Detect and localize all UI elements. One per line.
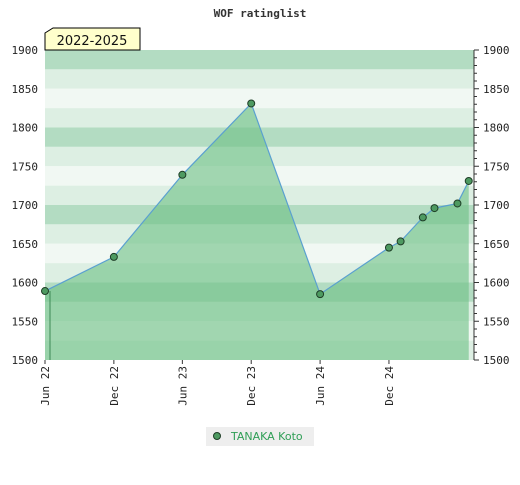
y-tick-label: 1800 bbox=[12, 122, 39, 135]
period-badge: 2022-2025 bbox=[44, 27, 141, 51]
background-band bbox=[45, 50, 474, 70]
x-axis: Jun 22 Dec 22 Jun 23 Dec 23 Jun 24 Dec 24 bbox=[39, 360, 396, 406]
y-tick-label-right: 1850 bbox=[483, 83, 510, 96]
data-point bbox=[396, 237, 405, 246]
x-tick-label: Jun 24 bbox=[314, 366, 327, 406]
y-tick-label: 1650 bbox=[12, 238, 39, 251]
x-tick-label: Jun 23 bbox=[176, 366, 189, 406]
x-tick-label: Dec 23 bbox=[245, 366, 258, 406]
y-tick-label-right: 1500 bbox=[483, 354, 510, 367]
y-tick-label: 1900 bbox=[12, 44, 39, 57]
y-tick-label: 1500 bbox=[12, 354, 39, 367]
y-tick-label-right: 1700 bbox=[483, 199, 510, 212]
left-y-axis: 1500 1550 1600 1650 1700 1750 1800 1850 1900 bbox=[12, 44, 39, 367]
legend-marker bbox=[213, 432, 221, 440]
data-point bbox=[464, 176, 473, 185]
y-tick-label-right: 1900 bbox=[483, 44, 510, 57]
y-tick-label: 1700 bbox=[12, 199, 39, 212]
y-tick-label-right: 1650 bbox=[483, 238, 510, 251]
y-tick-label-right: 1550 bbox=[483, 315, 510, 328]
legend: TANAKA Koto bbox=[206, 427, 314, 446]
y-tick-label-right: 1600 bbox=[483, 277, 510, 290]
data-point bbox=[453, 199, 462, 208]
data-point bbox=[247, 99, 256, 108]
legend-background bbox=[206, 427, 314, 446]
y-tick-label: 1550 bbox=[12, 315, 39, 328]
background-band bbox=[45, 108, 474, 128]
background-band bbox=[45, 88, 474, 109]
data-point bbox=[109, 252, 118, 261]
x-tick-label: Jun 22 bbox=[39, 366, 52, 406]
y-tick-label: 1850 bbox=[12, 83, 39, 96]
period-badge-shape bbox=[44, 27, 141, 51]
data-point bbox=[384, 243, 393, 252]
y-tick-label: 1600 bbox=[12, 277, 39, 290]
x-tick-label: Dec 22 bbox=[108, 366, 121, 406]
marker-layer bbox=[41, 99, 473, 299]
y-tick-label: 1750 bbox=[12, 160, 39, 173]
data-point bbox=[316, 290, 325, 299]
period-badge-label: 2022-2025 bbox=[57, 34, 128, 49]
x-tick-label: Dec 24 bbox=[383, 366, 396, 406]
y-tick-label-right: 1800 bbox=[483, 122, 510, 135]
right-y-axis: 1500 1550 1600 1650 1700 1750 1800 1850 1900 bbox=[473, 44, 510, 367]
y-tick-label-right: 1750 bbox=[483, 160, 510, 173]
data-point bbox=[41, 287, 49, 296]
data-point bbox=[430, 204, 439, 213]
chart-title: WOF ratinglist bbox=[214, 7, 307, 20]
data-point bbox=[178, 170, 187, 179]
data-point bbox=[418, 213, 427, 222]
legend-label: TANAKA Koto bbox=[230, 430, 303, 443]
background-band bbox=[45, 69, 474, 89]
series-area bbox=[45, 103, 469, 360]
